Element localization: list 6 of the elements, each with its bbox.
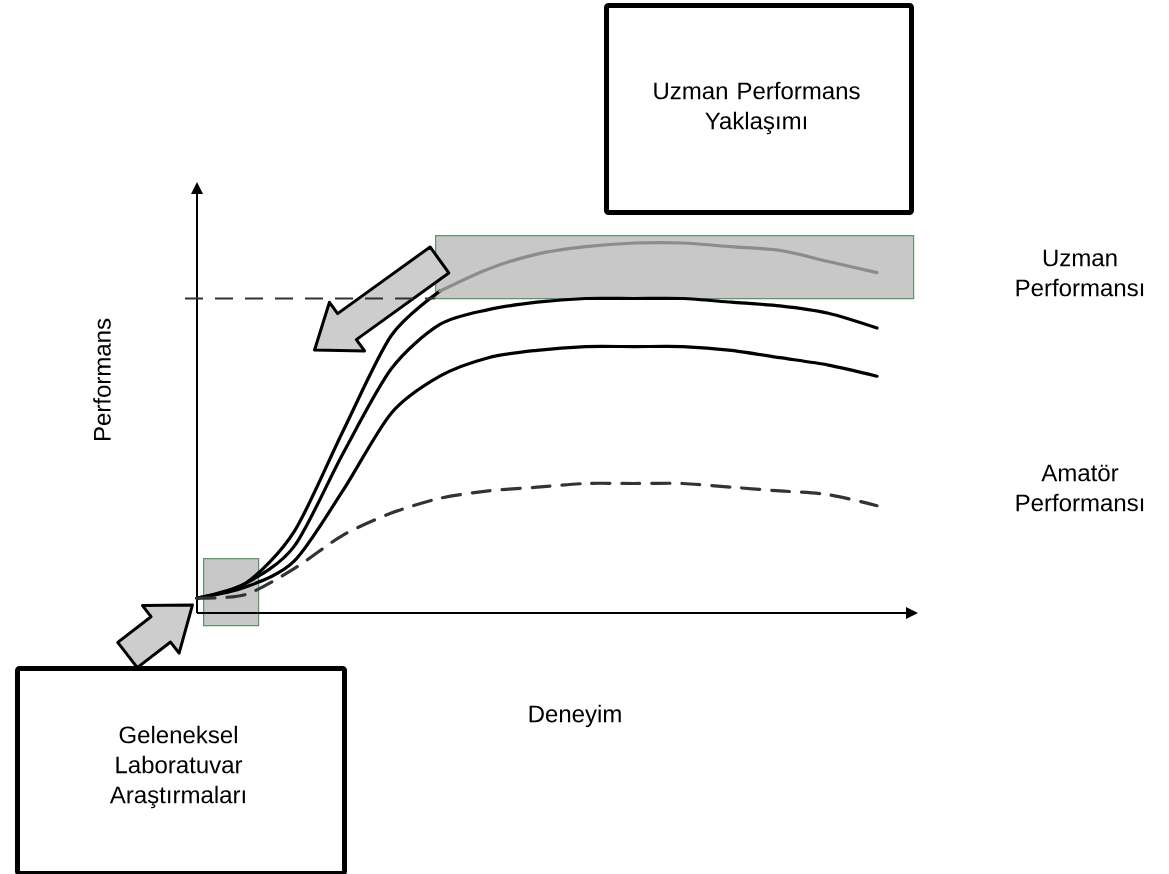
y-axis-title: Performans (93, 318, 111, 441)
text: Geleneksel Laboratuvar Araştırmaları (109, 725, 245, 809)
text: Amatör Performansı (1016, 464, 1144, 512)
text: Uzman Performansı (1016, 249, 1144, 297)
text: Uzman Performans Yaklaşımı (654, 81, 860, 135)
x-axis-title: Deneyim (529, 704, 621, 728)
